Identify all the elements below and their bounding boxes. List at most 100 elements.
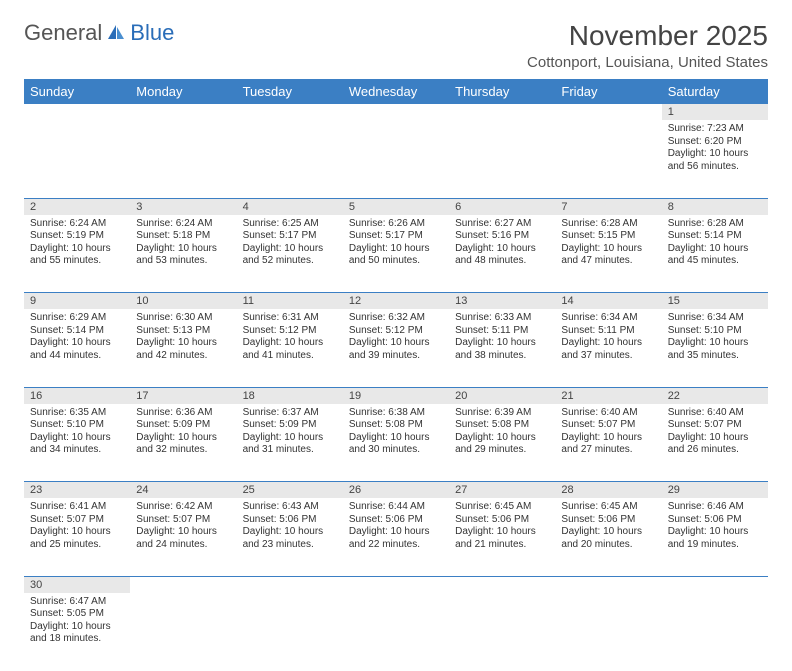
day-cell: Sunrise: 6:26 AMSunset: 5:17 PMDaylight:… <box>343 215 449 293</box>
day-cell <box>343 120 449 198</box>
daynum-row: 16171819202122 <box>24 387 768 404</box>
day-cell-text: Sunrise: 6:38 AMSunset: 5:08 PMDaylight:… <box>343 404 449 461</box>
day-cell: Sunrise: 6:37 AMSunset: 5:09 PMDaylight:… <box>237 404 343 482</box>
day-number: 7 <box>555 198 661 215</box>
day-number: 18 <box>237 387 343 404</box>
day-number <box>237 104 343 121</box>
brand-part2: Blue <box>130 20 174 46</box>
day-cell-text: Sunrise: 6:35 AMSunset: 5:10 PMDaylight:… <box>24 404 130 461</box>
day-cell-text: Sunrise: 6:30 AMSunset: 5:13 PMDaylight:… <box>130 309 236 366</box>
day-cell-text: Sunrise: 6:28 AMSunset: 5:14 PMDaylight:… <box>662 215 768 272</box>
day-cell-text: Sunrise: 6:40 AMSunset: 5:07 PMDaylight:… <box>555 404 661 461</box>
day-number <box>555 104 661 121</box>
day-cell-text <box>555 593 661 600</box>
day-cell: Sunrise: 6:27 AMSunset: 5:16 PMDaylight:… <box>449 215 555 293</box>
day-header: Monday <box>130 80 236 104</box>
day-number: 25 <box>237 482 343 499</box>
day-cell <box>449 120 555 198</box>
day-cell-text: Sunrise: 6:42 AMSunset: 5:07 PMDaylight:… <box>130 498 236 555</box>
day-cell-text: Sunrise: 6:34 AMSunset: 5:11 PMDaylight:… <box>555 309 661 366</box>
day-number: 15 <box>662 293 768 310</box>
day-header: Sunday <box>24 80 130 104</box>
day-number: 20 <box>449 387 555 404</box>
day-number: 4 <box>237 198 343 215</box>
day-cell: Sunrise: 7:23 AMSunset: 6:20 PMDaylight:… <box>662 120 768 198</box>
day-cell-text: Sunrise: 6:37 AMSunset: 5:09 PMDaylight:… <box>237 404 343 461</box>
day-cell: Sunrise: 6:45 AMSunset: 5:06 PMDaylight:… <box>555 498 661 576</box>
day-cell-text: Sunrise: 6:32 AMSunset: 5:12 PMDaylight:… <box>343 309 449 366</box>
brand-logo: General Blue <box>24 20 174 46</box>
day-cell: Sunrise: 6:30 AMSunset: 5:13 PMDaylight:… <box>130 309 236 387</box>
day-number: 24 <box>130 482 236 499</box>
day-cell: Sunrise: 6:24 AMSunset: 5:19 PMDaylight:… <box>24 215 130 293</box>
day-cell: Sunrise: 6:46 AMSunset: 5:06 PMDaylight:… <box>662 498 768 576</box>
day-number: 9 <box>24 293 130 310</box>
day-cell-text: Sunrise: 7:23 AMSunset: 6:20 PMDaylight:… <box>662 120 768 177</box>
day-number <box>130 104 236 121</box>
day-cell <box>237 120 343 198</box>
daybody-row: Sunrise: 6:41 AMSunset: 5:07 PMDaylight:… <box>24 498 768 576</box>
day-header: Wednesday <box>343 80 449 104</box>
day-header: Thursday <box>449 80 555 104</box>
day-number: 16 <box>24 387 130 404</box>
day-cell-text: Sunrise: 6:40 AMSunset: 5:07 PMDaylight:… <box>662 404 768 461</box>
day-cell: Sunrise: 6:40 AMSunset: 5:07 PMDaylight:… <box>555 404 661 482</box>
daynum-row: 30 <box>24 576 768 593</box>
day-cell-text <box>130 593 236 600</box>
day-number: 10 <box>130 293 236 310</box>
day-cell <box>555 120 661 198</box>
day-cell <box>662 593 768 671</box>
day-cell-text <box>24 120 130 127</box>
day-cell-text <box>237 120 343 127</box>
daynum-row: 9101112131415 <box>24 293 768 310</box>
day-cell-text: Sunrise: 6:33 AMSunset: 5:11 PMDaylight:… <box>449 309 555 366</box>
day-number: 30 <box>24 576 130 593</box>
day-cell-text <box>343 120 449 127</box>
daybody-row: Sunrise: 6:35 AMSunset: 5:10 PMDaylight:… <box>24 404 768 482</box>
day-number: 27 <box>449 482 555 499</box>
header-right: November 2025 Cottonport, Louisiana, Uni… <box>527 20 768 71</box>
day-number: 5 <box>343 198 449 215</box>
day-cell-text: Sunrise: 6:28 AMSunset: 5:15 PMDaylight:… <box>555 215 661 272</box>
day-cell: Sunrise: 6:32 AMSunset: 5:12 PMDaylight:… <box>343 309 449 387</box>
day-number: 11 <box>237 293 343 310</box>
brand-part1: General <box>24 20 102 46</box>
day-cell: Sunrise: 6:44 AMSunset: 5:06 PMDaylight:… <box>343 498 449 576</box>
month-title: November 2025 <box>527 20 768 52</box>
day-cell-text <box>555 120 661 127</box>
day-number: 6 <box>449 198 555 215</box>
day-cell-text <box>449 120 555 127</box>
day-cell <box>24 120 130 198</box>
day-number <box>24 104 130 121</box>
day-cell: Sunrise: 6:45 AMSunset: 5:06 PMDaylight:… <box>449 498 555 576</box>
day-cell <box>343 593 449 671</box>
day-cell-text: Sunrise: 6:46 AMSunset: 5:06 PMDaylight:… <box>662 498 768 555</box>
day-cell-text: Sunrise: 6:34 AMSunset: 5:10 PMDaylight:… <box>662 309 768 366</box>
day-cell: Sunrise: 6:29 AMSunset: 5:14 PMDaylight:… <box>24 309 130 387</box>
day-cell-text: Sunrise: 6:39 AMSunset: 5:08 PMDaylight:… <box>449 404 555 461</box>
day-number: 2 <box>24 198 130 215</box>
day-cell-text: Sunrise: 6:31 AMSunset: 5:12 PMDaylight:… <box>237 309 343 366</box>
day-cell: Sunrise: 6:33 AMSunset: 5:11 PMDaylight:… <box>449 309 555 387</box>
day-number: 14 <box>555 293 661 310</box>
day-cell: Sunrise: 6:25 AMSunset: 5:17 PMDaylight:… <box>237 215 343 293</box>
day-cell: Sunrise: 6:47 AMSunset: 5:05 PMDaylight:… <box>24 593 130 671</box>
day-cell: Sunrise: 6:41 AMSunset: 5:07 PMDaylight:… <box>24 498 130 576</box>
daybody-row: Sunrise: 6:24 AMSunset: 5:19 PMDaylight:… <box>24 215 768 293</box>
day-number: 8 <box>662 198 768 215</box>
day-cell-text <box>449 593 555 600</box>
day-cell: Sunrise: 6:31 AMSunset: 5:12 PMDaylight:… <box>237 309 343 387</box>
day-cell-text: Sunrise: 6:25 AMSunset: 5:17 PMDaylight:… <box>237 215 343 272</box>
day-cell-text: Sunrise: 6:47 AMSunset: 5:05 PMDaylight:… <box>24 593 130 650</box>
day-cell-text <box>662 593 768 600</box>
day-cell: Sunrise: 6:35 AMSunset: 5:10 PMDaylight:… <box>24 404 130 482</box>
day-cell: Sunrise: 6:34 AMSunset: 5:11 PMDaylight:… <box>555 309 661 387</box>
day-cell-text: Sunrise: 6:24 AMSunset: 5:19 PMDaylight:… <box>24 215 130 272</box>
daybody-row: Sunrise: 7:23 AMSunset: 6:20 PMDaylight:… <box>24 120 768 198</box>
day-number: 22 <box>662 387 768 404</box>
day-number <box>343 576 449 593</box>
day-cell: Sunrise: 6:40 AMSunset: 5:07 PMDaylight:… <box>662 404 768 482</box>
day-cell-text: Sunrise: 6:43 AMSunset: 5:06 PMDaylight:… <box>237 498 343 555</box>
day-cell: Sunrise: 6:34 AMSunset: 5:10 PMDaylight:… <box>662 309 768 387</box>
day-cell-text: Sunrise: 6:44 AMSunset: 5:06 PMDaylight:… <box>343 498 449 555</box>
